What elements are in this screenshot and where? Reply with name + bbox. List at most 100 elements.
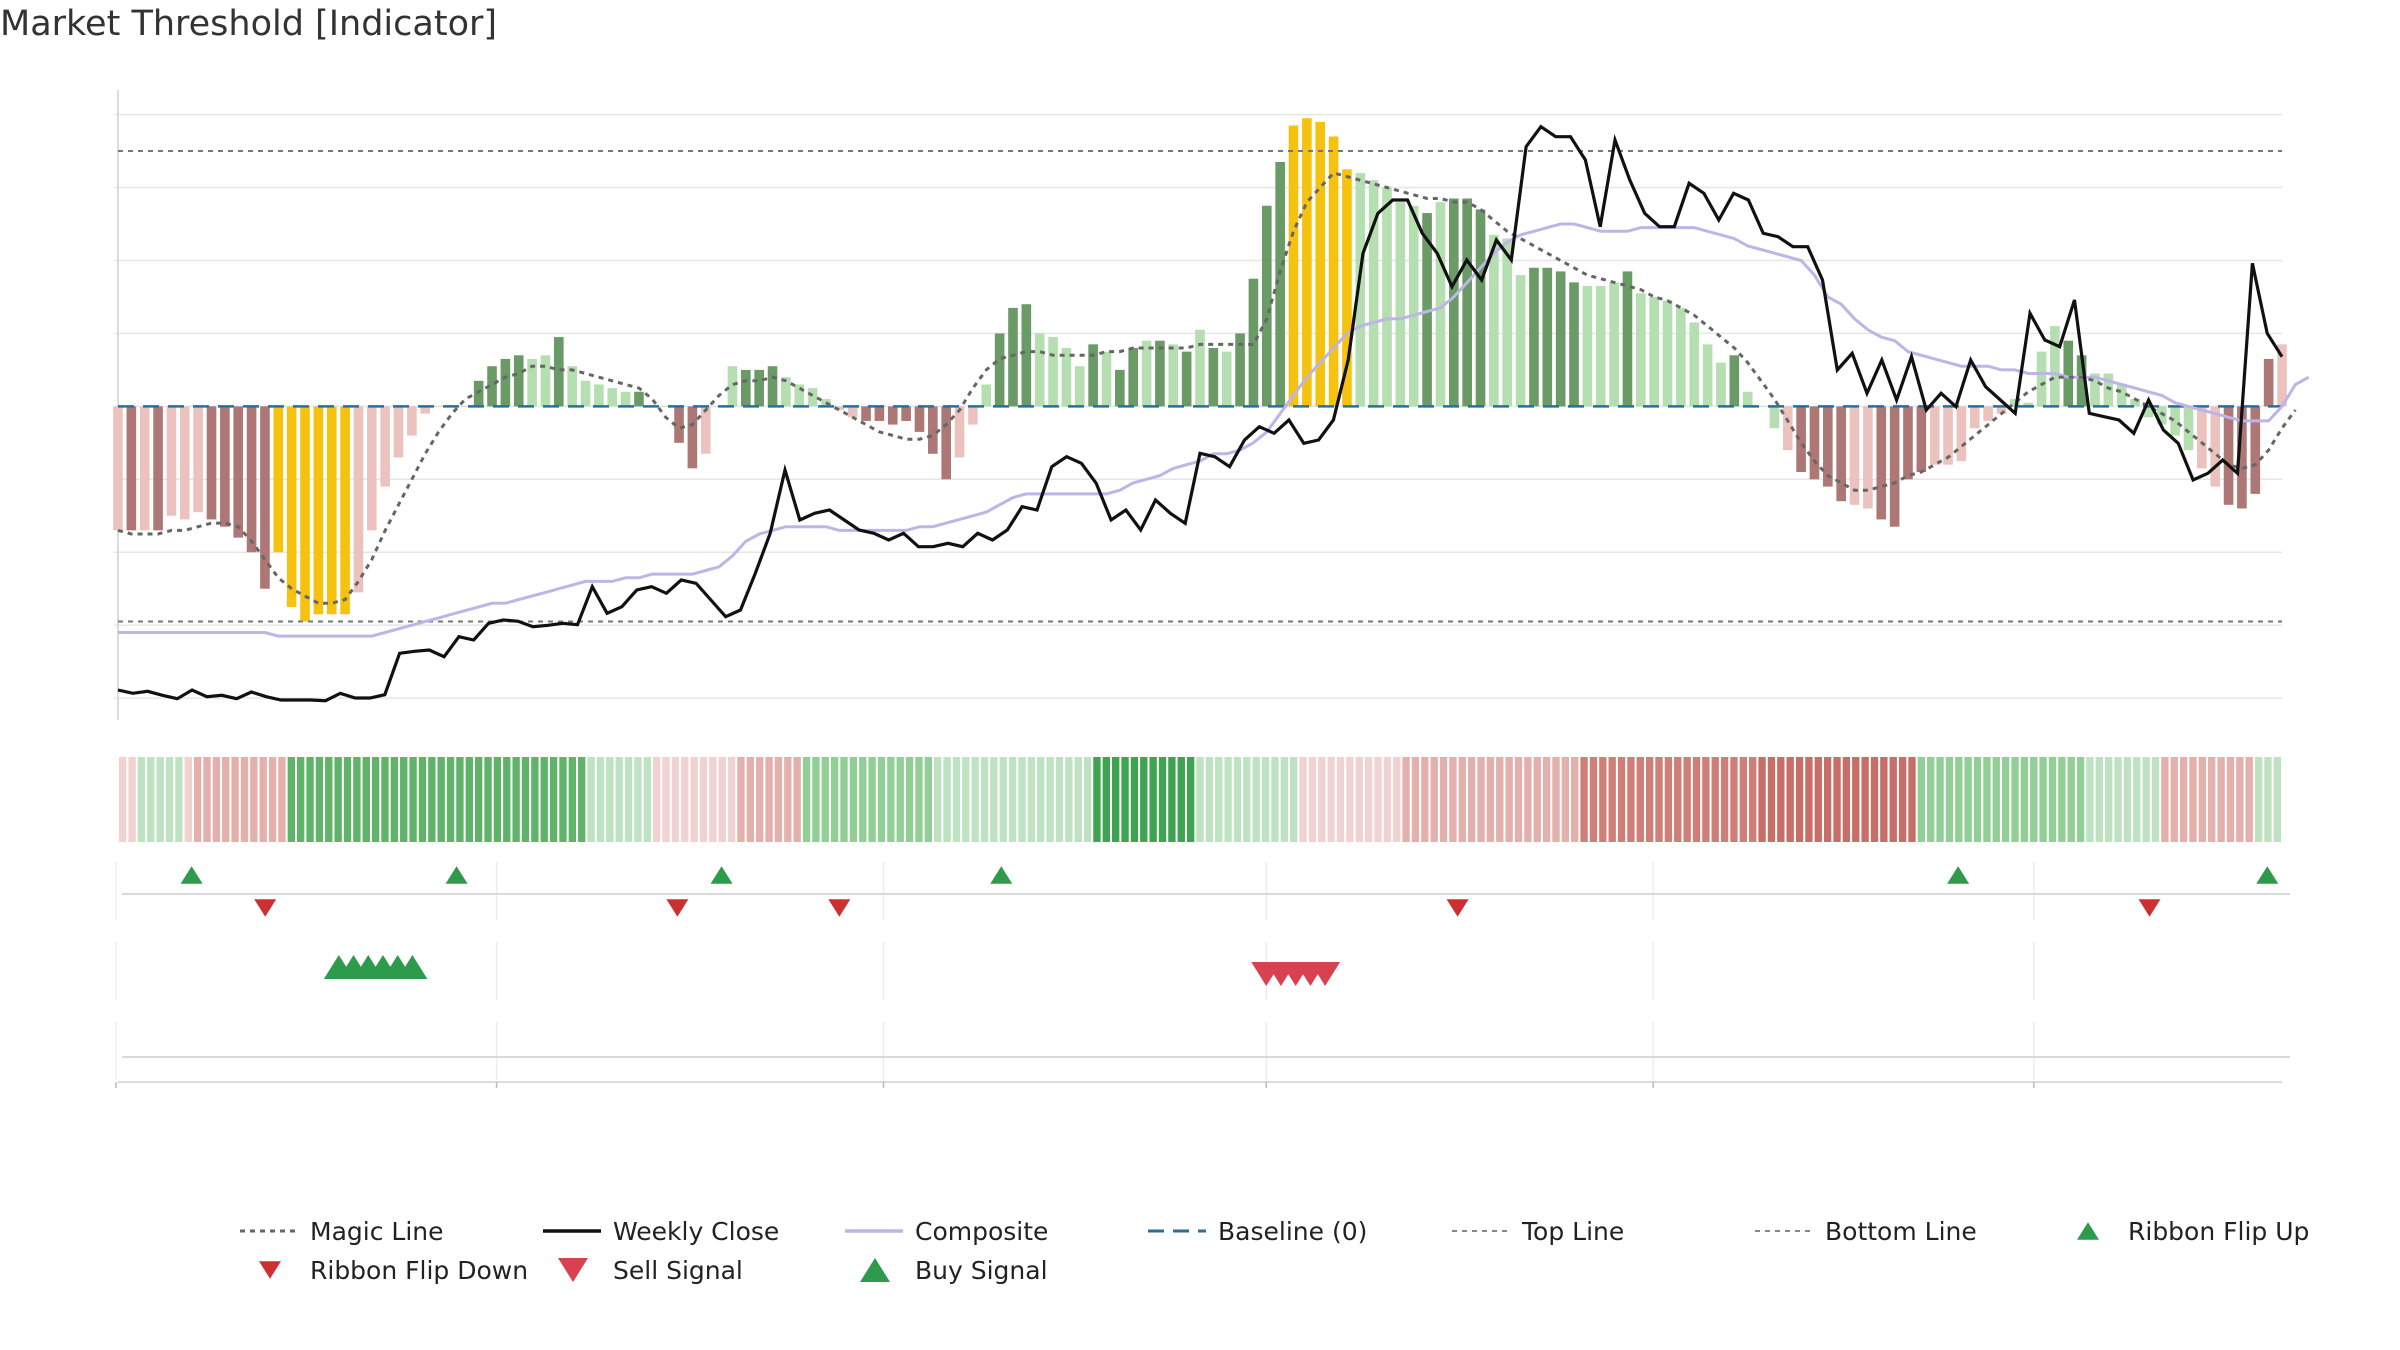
ribbon-cell bbox=[2236, 757, 2244, 842]
legend-label: Baseline (0) bbox=[1218, 1217, 1367, 1246]
ribbon-cell bbox=[1449, 757, 1457, 842]
ribbon-cell bbox=[1692, 757, 1701, 842]
composite-bar bbox=[887, 406, 898, 425]
ribbon-cell bbox=[1758, 757, 1766, 842]
ribbon-cell bbox=[428, 757, 436, 842]
composite-bar bbox=[260, 406, 270, 589]
composite-bar bbox=[1248, 278, 1259, 407]
ribbon-cell bbox=[1102, 757, 1111, 842]
composite-bar bbox=[1101, 351, 1112, 407]
ribbon-cell bbox=[1158, 757, 1167, 842]
composite-bar bbox=[1115, 369, 1125, 407]
ribbon-cell bbox=[924, 757, 933, 842]
ribbon-cell bbox=[840, 757, 848, 842]
buy-signal-marker bbox=[397, 955, 428, 979]
ribbon-cell bbox=[1889, 757, 1897, 842]
legend-item: Weekly Close bbox=[543, 1217, 779, 1246]
ribbon-cell bbox=[400, 757, 408, 842]
composite-bar bbox=[166, 406, 177, 516]
ribbon-cell bbox=[2264, 757, 2272, 842]
ribbon-cell bbox=[1945, 757, 1954, 842]
composite-bar bbox=[2277, 344, 2287, 407]
composite-bar bbox=[2223, 406, 2234, 505]
composite-bar bbox=[1996, 406, 2007, 414]
composite-bar bbox=[326, 406, 337, 615]
composite-bar bbox=[2170, 406, 2180, 436]
composite-bar bbox=[2050, 326, 2060, 407]
ribbon-cell bbox=[2142, 757, 2150, 842]
ribbon-cell bbox=[1308, 757, 1317, 842]
composite-bar bbox=[1943, 406, 1953, 465]
composite-bar bbox=[1823, 406, 1833, 487]
composite-bar bbox=[994, 333, 1005, 407]
ribbon-cell bbox=[615, 757, 623, 842]
composite-bar bbox=[2036, 351, 2047, 407]
composite-bar bbox=[179, 406, 190, 520]
composite-bar bbox=[540, 355, 551, 407]
composite-bar bbox=[1729, 355, 1740, 407]
composite-bar bbox=[1302, 118, 1312, 407]
ribbon-cell bbox=[793, 757, 801, 842]
composite-bar bbox=[634, 391, 644, 407]
ribbon-cell bbox=[934, 757, 942, 842]
composite-bar bbox=[353, 406, 364, 593]
ribbon-cell bbox=[662, 757, 670, 842]
composite-bar bbox=[139, 406, 150, 531]
composite-bar bbox=[674, 406, 684, 443]
composite-bar bbox=[914, 406, 925, 432]
ribbon-cell bbox=[980, 757, 989, 842]
ribbon-cell bbox=[990, 757, 998, 842]
ribbon-flip-up-marker bbox=[180, 866, 203, 884]
ribbon-cell bbox=[2179, 757, 2188, 842]
ribbon-cell bbox=[278, 757, 286, 842]
composite-bar bbox=[1261, 205, 1272, 407]
ribbon-cell bbox=[2114, 757, 2122, 842]
ribbon-cell bbox=[859, 757, 867, 842]
composite-bar bbox=[1355, 172, 1366, 407]
ribbon-cell bbox=[1336, 757, 1345, 842]
ribbon-cell bbox=[1018, 757, 1026, 842]
ribbon-cell bbox=[268, 757, 277, 842]
ribbon-cell bbox=[1383, 757, 1392, 842]
ribbon-cell bbox=[531, 757, 539, 842]
ribbon-cell bbox=[1505, 757, 1513, 842]
legend-item: Baseline (0) bbox=[1148, 1217, 1367, 1246]
ribbon-cell bbox=[1168, 757, 1176, 842]
ribbon-cell bbox=[624, 757, 633, 842]
ribbon-cell bbox=[1599, 757, 1607, 842]
legend-label: Bottom Line bbox=[1825, 1217, 1977, 1246]
composite-bar bbox=[1756, 406, 1766, 407]
ribbon-cell bbox=[1711, 757, 1719, 842]
composite-bar bbox=[1529, 267, 1539, 407]
ribbon-cell bbox=[652, 757, 661, 842]
composite-bar bbox=[1435, 202, 1446, 407]
ribbon-cell bbox=[1664, 757, 1673, 842]
composite-bar bbox=[1275, 162, 1285, 407]
composite-bar bbox=[206, 406, 217, 520]
composite-line bbox=[118, 222, 2310, 638]
composite-bar bbox=[1769, 406, 1780, 429]
ribbon-cell bbox=[812, 757, 820, 842]
ribbon-cell bbox=[184, 757, 192, 842]
composite-bar bbox=[1742, 391, 1753, 407]
ribbon-cell bbox=[381, 757, 389, 842]
legend-label: Composite bbox=[915, 1217, 1048, 1246]
ribbon-cell bbox=[2161, 757, 2169, 842]
composite-bar bbox=[660, 406, 671, 407]
ribbon-flip-down-marker bbox=[666, 899, 689, 917]
legend-item: Magic Line bbox=[240, 1217, 444, 1246]
composite-bar bbox=[113, 406, 123, 531]
ribbon-cell bbox=[606, 757, 614, 842]
ribbon-cell bbox=[259, 757, 267, 842]
composite-bar bbox=[1342, 169, 1352, 407]
composite-bar bbox=[834, 406, 845, 410]
ribbon-cell bbox=[1561, 757, 1570, 842]
composite-bar bbox=[580, 380, 591, 407]
ribbon-cell bbox=[521, 757, 530, 842]
composite-bar bbox=[340, 406, 350, 615]
ribbon-cell bbox=[1823, 757, 1832, 842]
legend-label: Top Line bbox=[1521, 1217, 1624, 1246]
ribbon-cell bbox=[559, 757, 567, 842]
ribbon-cell bbox=[568, 757, 577, 842]
ribbon-cell bbox=[1421, 757, 1429, 842]
